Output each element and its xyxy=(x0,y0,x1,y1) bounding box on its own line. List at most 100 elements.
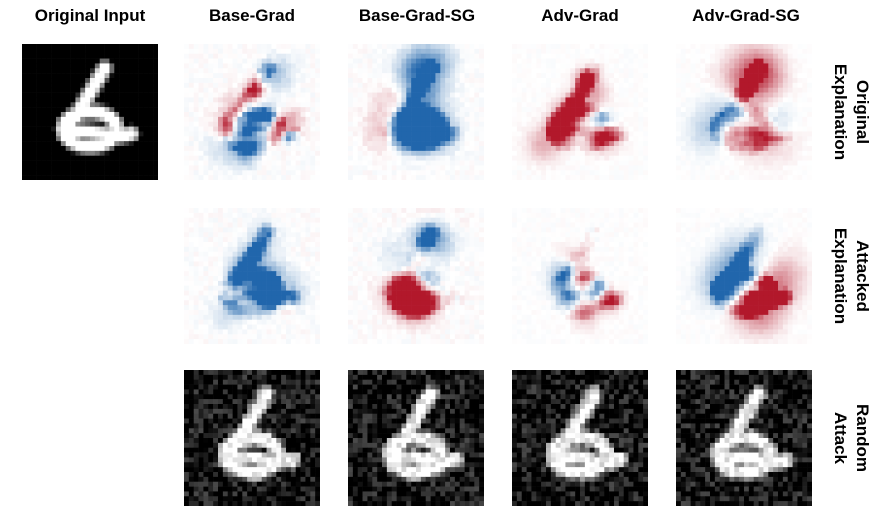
pixel xyxy=(218,266,224,272)
pixel xyxy=(570,97,576,103)
pixel xyxy=(580,58,586,64)
pixel xyxy=(208,339,214,344)
pixel xyxy=(36,73,42,79)
pixel xyxy=(420,155,427,161)
pixel xyxy=(60,146,67,152)
pixel xyxy=(758,92,764,98)
pixel xyxy=(295,63,301,69)
pixel xyxy=(787,82,793,89)
pixel xyxy=(352,227,359,233)
pixel xyxy=(411,44,417,50)
pixel xyxy=(114,136,120,142)
pixel xyxy=(372,78,378,84)
pixel xyxy=(710,136,716,142)
pixel xyxy=(758,68,764,74)
pixel xyxy=(714,63,721,69)
pixel xyxy=(188,310,195,316)
pixel xyxy=(382,232,388,238)
pixel xyxy=(184,68,190,74)
pixel xyxy=(114,97,120,103)
pixel xyxy=(382,217,388,223)
pixel xyxy=(633,170,639,176)
pixel xyxy=(60,116,67,123)
pixel xyxy=(70,73,76,79)
pixel xyxy=(618,58,625,64)
pixel xyxy=(638,58,644,64)
pixel xyxy=(203,329,209,335)
pixel xyxy=(266,232,272,238)
pixel xyxy=(261,280,267,287)
pixel xyxy=(128,92,135,98)
pixel xyxy=(184,310,190,316)
pixel xyxy=(188,92,195,98)
pixel xyxy=(614,97,620,103)
pixel xyxy=(237,112,243,118)
pixel xyxy=(454,131,461,137)
pixel xyxy=(305,136,311,142)
pixel xyxy=(700,102,706,108)
pixel xyxy=(310,212,316,219)
pixel xyxy=(295,314,301,321)
pixel xyxy=(208,78,214,84)
pixel xyxy=(516,63,523,69)
pixel xyxy=(797,141,803,147)
pixel xyxy=(536,97,542,103)
pixel xyxy=(188,121,195,127)
pixel xyxy=(232,131,238,137)
pixel xyxy=(450,227,456,233)
pixel xyxy=(633,102,639,108)
pixel xyxy=(710,82,716,89)
pixel xyxy=(584,116,591,123)
pixel xyxy=(252,150,258,157)
pixel xyxy=(416,150,422,157)
pixel xyxy=(802,165,808,171)
pixel xyxy=(763,107,769,113)
pixel xyxy=(391,92,397,98)
pixel xyxy=(128,68,135,74)
pixel xyxy=(710,165,716,171)
pixel xyxy=(420,165,427,171)
pixel xyxy=(479,175,484,180)
pixel xyxy=(474,150,480,157)
pixel xyxy=(184,150,190,157)
pixel xyxy=(724,150,730,157)
pixel xyxy=(104,63,110,69)
pixel xyxy=(46,146,52,152)
pixel xyxy=(261,160,267,166)
pixel xyxy=(237,150,243,157)
pixel xyxy=(521,58,527,64)
pixel xyxy=(188,237,195,243)
pixel xyxy=(614,68,620,74)
pixel xyxy=(435,107,441,113)
pixel xyxy=(450,87,456,93)
pixel xyxy=(242,300,248,306)
pixel xyxy=(450,131,456,137)
pixel xyxy=(208,222,214,228)
pixel xyxy=(222,82,229,89)
pixel xyxy=(435,102,441,108)
pixel xyxy=(232,92,238,98)
pixel xyxy=(51,175,57,180)
pixel xyxy=(778,87,784,93)
pixel xyxy=(213,280,219,287)
pixel xyxy=(623,160,629,166)
pixel xyxy=(310,208,316,214)
pixel xyxy=(700,107,706,113)
pixel xyxy=(315,141,320,147)
pixel xyxy=(643,155,648,161)
pixel xyxy=(719,68,725,74)
pixel xyxy=(748,160,755,166)
pixel xyxy=(203,310,209,316)
pixel xyxy=(454,251,461,257)
pixel xyxy=(589,107,595,113)
pixel xyxy=(372,212,378,219)
pixel xyxy=(604,82,610,89)
pixel xyxy=(541,68,547,74)
pixel xyxy=(348,121,354,127)
pixel xyxy=(300,53,306,59)
pixel xyxy=(271,261,277,267)
pixel xyxy=(51,116,57,123)
pixel xyxy=(589,136,595,142)
pixel xyxy=(188,116,195,123)
pixel xyxy=(261,324,267,330)
